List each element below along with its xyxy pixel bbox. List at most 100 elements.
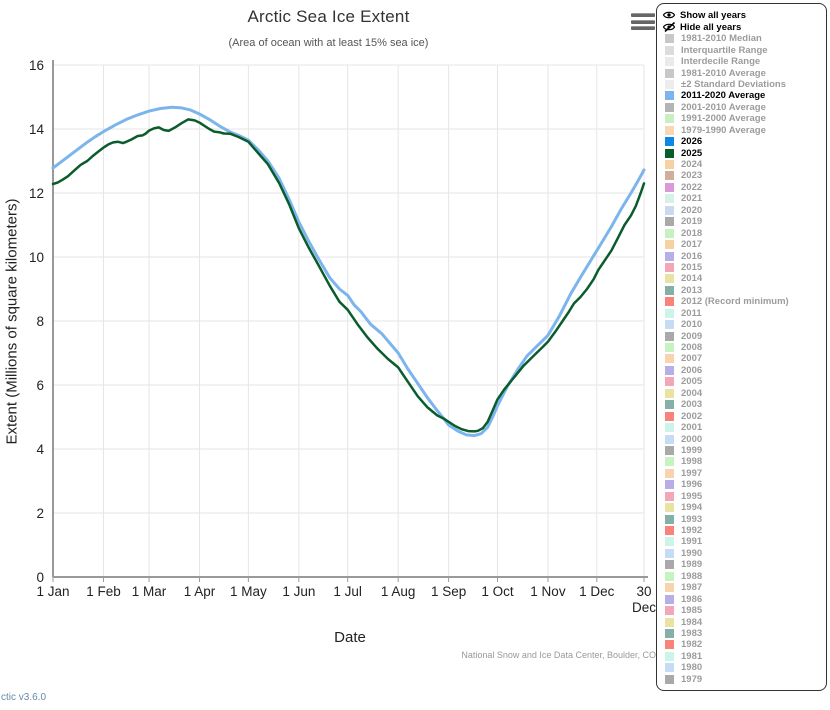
legend-item[interactable]: 2013	[663, 285, 822, 296]
legend-item[interactable]: Interdecile Range	[663, 56, 822, 67]
legend-item[interactable]: 1991-2000 Average	[663, 113, 822, 124]
legend-item[interactable]: 1998	[663, 456, 822, 467]
series-line-2011-2020-average[interactable]	[51, 105, 646, 438]
legend-item[interactable]: 2025	[663, 147, 822, 159]
legend-item[interactable]: 1986	[663, 593, 822, 605]
legend-item[interactable]: 1981	[663, 651, 822, 662]
legend-item[interactable]: Interquartile Range	[663, 44, 822, 56]
legend-swatch	[665, 548, 674, 558]
legend-swatch	[665, 537, 674, 547]
legend-item-label: 1987	[681, 582, 703, 594]
legend-item[interactable]: 1989	[663, 559, 822, 570]
legend-item[interactable]: 2002	[663, 410, 822, 422]
legend-item[interactable]: 2026	[663, 136, 822, 147]
legend-item-label: 1981-2010 Median	[681, 33, 762, 45]
legend-item[interactable]: 2011-2020 Average	[663, 90, 822, 101]
legend-item-label: 1989	[681, 559, 703, 571]
legend-item[interactable]: 1981-2010 Average	[663, 67, 822, 79]
legend-item[interactable]: 2001	[663, 422, 822, 433]
y-tick-label: 2	[36, 506, 44, 521]
legend-item[interactable]: 1981-2010 Median	[663, 33, 822, 44]
y-tick-label: 6	[36, 378, 44, 393]
legend-swatch	[665, 331, 674, 341]
legend-item[interactable]: 2005	[663, 376, 822, 387]
x-tick-label: 1 Jan	[36, 584, 69, 599]
legend-item-label: 2020	[681, 204, 703, 216]
legend-item[interactable]: ±2 Standard Deviations	[663, 79, 822, 90]
legend-swatch	[665, 560, 674, 570]
legend-item[interactable]: 1982	[663, 639, 822, 650]
version-link[interactable]: ctic v3.6.0	[1, 692, 47, 703]
legend-item[interactable]: 1995	[663, 491, 822, 502]
legend-item[interactable]: 2024	[663, 159, 822, 170]
legend-item[interactable]: 2014	[663, 273, 822, 284]
legend-item[interactable]: 2022	[663, 182, 822, 193]
legend-item[interactable]: 1987	[663, 582, 822, 593]
legend-item[interactable]: 2016	[663, 250, 822, 262]
legend-item[interactable]: 1990	[663, 548, 822, 559]
legend-item[interactable]: 1988	[663, 571, 822, 582]
series-line-2025[interactable]	[51, 118, 646, 433]
legend-item-label: 2022	[681, 181, 703, 193]
legend-item[interactable]: 1983	[663, 628, 822, 639]
legend-item-label: 2023	[681, 170, 703, 182]
legend-item[interactable]: 2021	[663, 193, 822, 204]
legend-item[interactable]: 2007	[663, 353, 822, 364]
legend-item[interactable]: 1979	[663, 674, 822, 685]
legend-item[interactable]: 1999	[663, 445, 822, 456]
legend-item[interactable]: 1991	[663, 536, 822, 547]
legend-item[interactable]: 1993	[663, 513, 822, 525]
legend-item[interactable]: 2004	[663, 388, 822, 399]
legend-item[interactable]: 2010	[663, 319, 822, 330]
legend-item[interactable]: 1979-1990 Average	[663, 125, 822, 136]
legend-item-label: 2015	[681, 261, 703, 273]
x-axis-title: Date	[334, 629, 366, 646]
legend-swatch	[665, 228, 674, 238]
legend-item[interactable]: 2006	[663, 365, 822, 376]
legend-item[interactable]: 2000	[663, 433, 822, 445]
legend-item[interactable]: 1994	[663, 502, 822, 513]
legend-item-label: Interdecile Range	[681, 56, 761, 68]
legend-swatch	[665, 651, 674, 661]
legend-item[interactable]: 2003	[663, 399, 822, 410]
legend-item[interactable]: 1980	[663, 662, 822, 673]
legend-swatch	[665, 320, 674, 330]
legend-item[interactable]: 2019	[663, 216, 822, 227]
legend-item[interactable]: 2015	[663, 262, 822, 273]
legend-item[interactable]: 1992	[663, 525, 822, 536]
show-all-years-button[interactable]: Show all years	[663, 9, 822, 21]
x-tick-label: 1 Mar	[132, 584, 167, 599]
legend-item[interactable]: 2017	[663, 239, 822, 250]
legend-item[interactable]: 2012 (Record minimum)	[663, 296, 822, 307]
legend-swatch	[665, 160, 674, 170]
legend-item-label: 2026	[681, 136, 703, 148]
x-tick-label: 1 May	[230, 584, 267, 599]
legend-item[interactable]: 2011	[663, 308, 822, 319]
legend-swatch	[665, 45, 674, 55]
legend-item-label: 2007	[681, 353, 703, 365]
legend-item-label: 1993	[681, 513, 703, 525]
legend-item[interactable]: 1985	[663, 605, 822, 616]
legend-item[interactable]: 2001-2010 Average	[663, 102, 822, 113]
legend-swatch	[665, 91, 674, 101]
legend-swatch	[665, 114, 674, 124]
x-tick-label: 30 Dec	[632, 584, 656, 615]
legend-item[interactable]: 1996	[663, 479, 822, 490]
legend-item-label: 1981	[681, 650, 703, 662]
legend-item[interactable]: 1984	[663, 616, 822, 628]
legend-item[interactable]: 2018	[663, 227, 822, 239]
legend-item[interactable]: 2009	[663, 330, 822, 342]
legend-item-label: 2002	[681, 410, 703, 422]
legend-item[interactable]: 1997	[663, 468, 822, 479]
legend-item-label: 2005	[681, 376, 703, 388]
y-tick-label: 12	[29, 186, 44, 201]
legend-item[interactable]: 2023	[663, 170, 822, 181]
legend-item[interactable]: 2008	[663, 342, 822, 353]
legend-swatch	[665, 663, 674, 673]
hamburger-menu-icon[interactable]	[631, 12, 655, 31]
legend-item-label: 2025	[681, 147, 703, 159]
legend-swatch	[665, 674, 674, 684]
legend-item[interactable]: 2020	[663, 205, 822, 216]
hide-all-years-button[interactable]: Hide all years	[663, 21, 822, 33]
